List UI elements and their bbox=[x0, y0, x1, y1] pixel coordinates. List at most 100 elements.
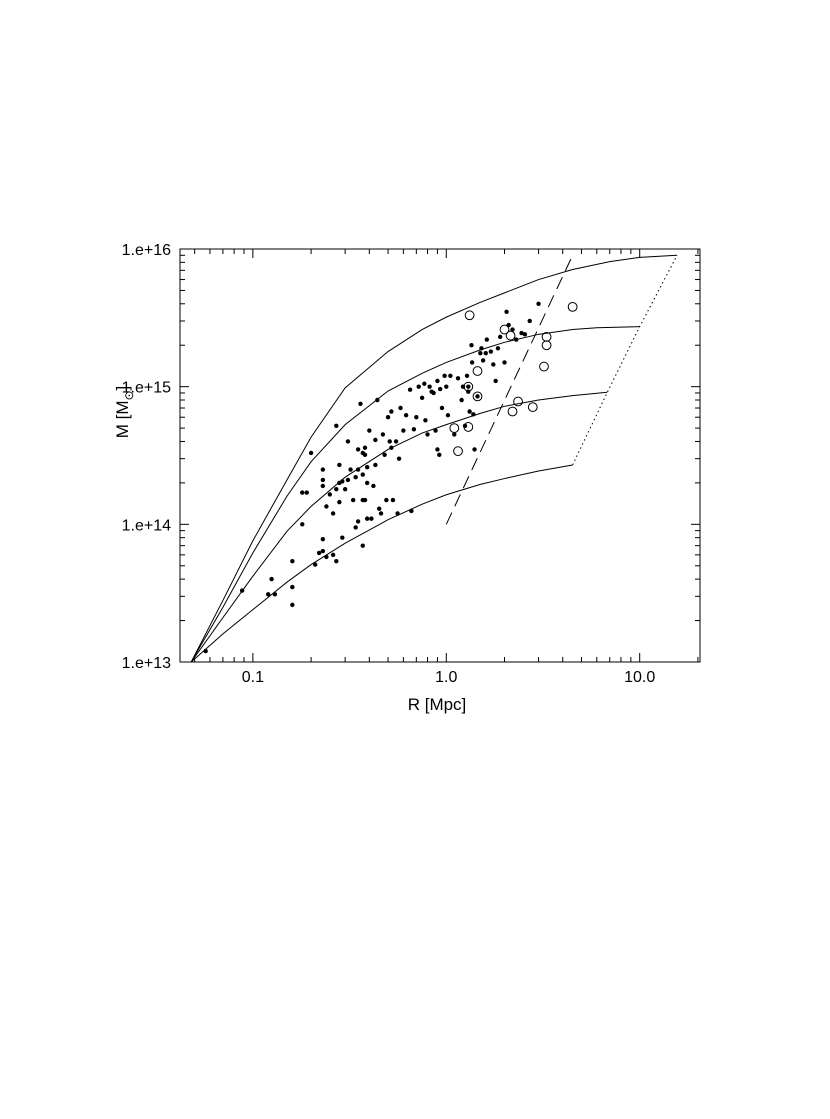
filled-data-point bbox=[269, 576, 274, 582]
open-data-point bbox=[513, 396, 523, 407]
filled-data-point bbox=[304, 490, 309, 495]
y-axis-label-close: ] bbox=[113, 386, 132, 391]
filled-data-point bbox=[373, 437, 378, 443]
open-data-point bbox=[507, 406, 518, 417]
x-tick-label: 0.1 bbox=[242, 669, 264, 686]
data-points bbox=[203, 301, 578, 654]
filled-data-point bbox=[327, 492, 333, 497]
filled-data-point bbox=[439, 405, 445, 411]
filled-data-point bbox=[522, 332, 528, 337]
filled-data-point bbox=[433, 428, 438, 433]
filled-data-point bbox=[373, 462, 378, 468]
filled-data-point bbox=[340, 479, 345, 484]
filled-data-point bbox=[389, 445, 394, 450]
filled-data-point bbox=[398, 405, 403, 411]
x-tick-label: 10.0 bbox=[624, 669, 655, 686]
filled-data-point bbox=[387, 439, 392, 444]
filled-data-point bbox=[355, 447, 361, 452]
filled-data-point bbox=[265, 592, 271, 597]
filled-data-point bbox=[364, 465, 370, 470]
y-axis-label-sun: ⊙ bbox=[122, 390, 136, 400]
filled-data-point bbox=[334, 486, 339, 492]
filled-data-point bbox=[290, 584, 295, 590]
axis-tick-labels: 0.1 1.0 10.0 1.e+13 1.e+14 1.e+15 1.e+16 bbox=[122, 242, 656, 686]
filled-data-point bbox=[435, 378, 440, 384]
filled-data-point bbox=[423, 418, 428, 423]
filled-data-point bbox=[390, 497, 396, 503]
filled-data-point bbox=[425, 432, 430, 437]
filled-data-point bbox=[504, 309, 509, 314]
filled-data-point bbox=[409, 508, 414, 514]
filled-data-point bbox=[272, 592, 278, 597]
filled-data-point bbox=[345, 439, 351, 444]
filled-data-point bbox=[519, 330, 524, 336]
filled-data-point bbox=[364, 480, 370, 486]
filled-data-point bbox=[334, 558, 339, 564]
filled-data-point bbox=[411, 427, 417, 432]
filled-data-point bbox=[527, 318, 532, 324]
filled-data-point bbox=[382, 452, 387, 457]
solid-curve bbox=[190, 464, 573, 663]
filled-data-point bbox=[466, 384, 471, 389]
filled-data-point bbox=[312, 562, 318, 567]
filled-data-point bbox=[444, 384, 449, 389]
filled-data-point bbox=[353, 474, 358, 480]
filled-data-point bbox=[536, 301, 541, 306]
filled-data-point bbox=[334, 423, 339, 428]
axis-ticks bbox=[180, 248, 700, 663]
filled-data-point bbox=[290, 558, 295, 564]
filled-data-point bbox=[498, 334, 503, 340]
filled-data-point bbox=[353, 525, 358, 530]
open-data-point bbox=[541, 331, 552, 342]
filled-data-point bbox=[502, 360, 507, 365]
filled-data-point bbox=[393, 439, 399, 444]
filled-data-point bbox=[324, 504, 329, 509]
filled-data-point bbox=[367, 428, 372, 433]
filled-data-point bbox=[362, 445, 368, 450]
filled-data-point bbox=[378, 511, 384, 516]
filled-data-point bbox=[290, 602, 295, 608]
filled-data-point bbox=[355, 467, 361, 472]
filled-data-point bbox=[455, 376, 461, 381]
open-data-point bbox=[463, 422, 474, 432]
filled-data-point bbox=[320, 477, 326, 483]
filled-data-point bbox=[467, 409, 472, 414]
filled-data-point bbox=[506, 322, 511, 328]
y-tick-label: 1.e+13 bbox=[122, 655, 171, 672]
open-data-point bbox=[472, 391, 483, 402]
filled-data-point bbox=[337, 462, 342, 468]
filled-data-point bbox=[371, 483, 376, 489]
x-tick-label: 1.0 bbox=[435, 669, 457, 686]
filled-data-point bbox=[414, 415, 419, 420]
filled-data-point bbox=[348, 467, 353, 472]
filled-data-point bbox=[452, 432, 457, 437]
filled-data-point bbox=[395, 511, 400, 516]
filled-data-point bbox=[403, 413, 409, 418]
filled-data-point bbox=[419, 395, 425, 401]
filled-data-point bbox=[448, 373, 453, 378]
filled-data-point bbox=[385, 415, 391, 420]
open-data-point bbox=[567, 301, 578, 312]
open-data-point bbox=[499, 324, 510, 335]
filled-data-point bbox=[203, 648, 208, 654]
filled-data-point bbox=[345, 477, 351, 483]
filled-data-point bbox=[362, 497, 368, 503]
filled-data-point bbox=[478, 351, 483, 356]
filled-data-point bbox=[360, 472, 365, 477]
filled-data-point bbox=[320, 536, 326, 542]
open-data-point bbox=[464, 310, 475, 321]
filled-data-point bbox=[308, 450, 314, 456]
filled-data-point bbox=[380, 432, 386, 437]
filled-data-point bbox=[396, 456, 402, 461]
open-data-point bbox=[463, 381, 474, 392]
filled-data-point bbox=[401, 428, 406, 433]
open-data-point bbox=[453, 446, 463, 457]
filled-data-point bbox=[384, 497, 389, 503]
filled-data-point bbox=[437, 386, 443, 392]
open-data-point bbox=[472, 366, 483, 376]
filled-data-point bbox=[480, 358, 486, 363]
dashed-curve bbox=[445, 255, 574, 525]
filled-data-point bbox=[483, 351, 488, 356]
open-data-point bbox=[505, 330, 516, 341]
